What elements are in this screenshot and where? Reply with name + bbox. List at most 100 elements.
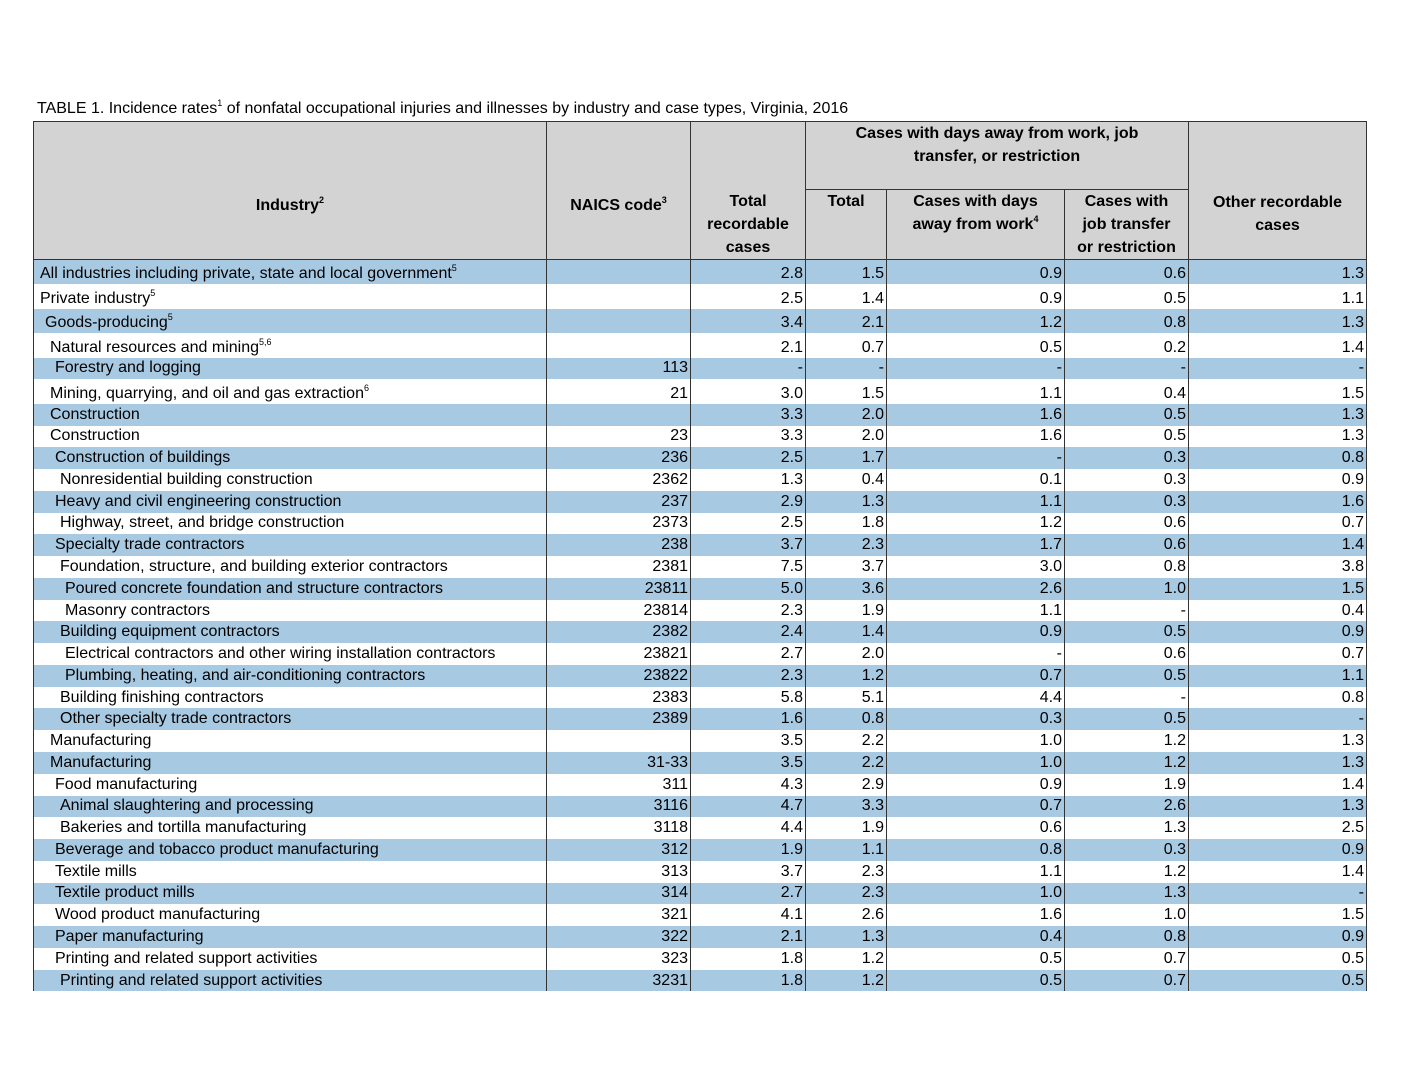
industry-name: Nonresidential building construction xyxy=(60,470,313,488)
rate-cell: 0.6 xyxy=(1064,259,1189,284)
rate-cell: 3.3 xyxy=(690,403,806,426)
footnote-mark: 5 xyxy=(167,312,173,322)
rate-cell: 3.7 xyxy=(690,534,806,557)
rate-cell: - xyxy=(1064,357,1189,380)
rate-cell: 1.9 xyxy=(805,817,887,840)
rate-cell: 0.4 xyxy=(805,469,887,491)
rate-cell: 2.1 xyxy=(690,333,806,358)
footnote-mark: 4 xyxy=(1033,214,1039,224)
rate-cell: 2.2 xyxy=(805,752,887,774)
rate-cell: 0.2 xyxy=(1064,333,1189,358)
naics-cell: 21 xyxy=(546,379,691,404)
rate-cell: 2.7 xyxy=(690,882,806,905)
naics-cell: 2381 xyxy=(546,556,691,578)
naics-cell: 3116 xyxy=(546,795,691,818)
rate-cell: 1.3 xyxy=(805,926,887,948)
rate-cell: - xyxy=(690,357,806,380)
rate-cell: 4.4 xyxy=(690,817,806,840)
naics-cell: 23 xyxy=(546,425,691,448)
rate-cell: 1.6 xyxy=(886,904,1065,927)
rate-cell: 1.2 xyxy=(805,947,887,970)
naics-cell: 314 xyxy=(546,882,691,905)
rate-cell: 1.0 xyxy=(1064,577,1189,600)
industry-name: Animal slaughtering and processing xyxy=(60,797,314,815)
rate-cell: 1.2 xyxy=(1064,860,1189,883)
rate-cell: 1.1 xyxy=(886,599,1065,622)
rate-cell: 0.7 xyxy=(805,333,887,358)
industry-cell: Specialty trade contractors xyxy=(33,534,547,557)
industry-cell: Animal slaughtering and processing xyxy=(33,795,547,818)
rate-cell: - xyxy=(886,643,1065,665)
rate-cell: 0.1 xyxy=(886,469,1065,491)
rate-cell: 0.7 xyxy=(886,664,1065,687)
rate-cell: 0.8 xyxy=(1064,926,1189,948)
table-row: Forestry and logging 113- - - - - xyxy=(33,357,1367,380)
industry-cell: Printing and related support activities xyxy=(33,947,547,970)
rate-cell: 2.6 xyxy=(1064,795,1189,818)
data-table: Industry2 NAICS code3 Total recordable c… xyxy=(33,121,1367,992)
industry-name: Printing and related support activities xyxy=(55,949,318,967)
rate-cell: 1.1 xyxy=(1188,284,1367,309)
table-row: Electrical contractors and other wiring … xyxy=(33,643,1367,665)
rate-cell: 1.2 xyxy=(805,969,887,992)
table-row: Specialty trade contractors 238 3.7 2.3 1.7 0… xyxy=(33,534,1367,557)
rate-cell: 0.5 xyxy=(886,333,1065,358)
table-row: Masonry contractors 23814 2.3 1.9 1.1-0.4 xyxy=(33,599,1367,622)
rate-cell: 1.5 xyxy=(1188,577,1367,600)
rate-cell: 1.2 xyxy=(886,308,1065,333)
naics-cell xyxy=(546,333,691,358)
industry-cell: Bakeries and tortilla manufacturing xyxy=(33,817,547,840)
table-row: Textile mills 313 3.7 2.3 1.1 1.2 1.4 xyxy=(33,860,1367,883)
rate-cell: 1.4 xyxy=(805,284,887,309)
rate-cell: 0.4 xyxy=(886,926,1065,948)
industry-cell: Foundation, structure, and building exte… xyxy=(33,556,547,578)
rate-cell: 0.7 xyxy=(886,795,1065,818)
industry-cell: Other specialty trade contractors xyxy=(33,708,547,731)
industry-cell: Manufacturing xyxy=(33,730,547,753)
table-row: Construction of buildings 236 2.5 1.7-0.3 0.… xyxy=(33,447,1367,470)
industry-cell: Natural resources and mining5,6 xyxy=(33,333,547,358)
footnote-mark: 3 xyxy=(661,195,667,205)
table-row: Animal slaughtering and processing 3116 4.… xyxy=(33,795,1367,818)
rate-cell: 2.6 xyxy=(805,904,887,927)
rate-cell: 0.7 xyxy=(1064,947,1189,970)
rate-cell: 3.0 xyxy=(690,379,806,404)
rate-cell: 0.5 xyxy=(886,969,1065,992)
rate-cell: 0.5 xyxy=(1064,708,1189,731)
naics-cell xyxy=(546,403,691,426)
industry-name: Construction xyxy=(50,427,140,445)
rate-cell: 1.5 xyxy=(805,379,887,404)
industry-name: Printing and related support activities xyxy=(60,971,323,989)
rate-cell: 4.3 xyxy=(690,773,806,796)
rate-cell: 1.4 xyxy=(1188,534,1367,557)
rate-cell: 1.6 xyxy=(1188,490,1367,513)
rate-cell: 0.4 xyxy=(1064,379,1189,404)
table-row: Printing and related support activities 3… xyxy=(33,969,1367,992)
rate-cell: - xyxy=(805,357,887,380)
rate-cell: 1.7 xyxy=(805,447,887,470)
industry-name: Manufacturing xyxy=(50,732,152,750)
rate-cell: 0.9 xyxy=(1188,839,1367,861)
rate-cell: - xyxy=(886,447,1065,470)
rate-cell: 1.3 xyxy=(1188,730,1367,753)
header-text: Industry xyxy=(255,197,320,214)
rate-cell: 1.3 xyxy=(1064,817,1189,840)
rate-cell: 0.5 xyxy=(1064,403,1189,426)
rate-cell: 2.3 xyxy=(690,599,806,622)
rate-cell: 0.9 xyxy=(886,259,1065,284)
rate-cell: 0.5 xyxy=(1188,947,1367,970)
rate-cell: 1.3 xyxy=(1188,403,1367,426)
naics-cell: 23822 xyxy=(546,664,691,687)
industry-cell: Food manufacturing xyxy=(33,773,547,796)
table-row: Construction 3.3 2.0 1.6 0.5 1.3 xyxy=(33,403,1367,426)
rate-cell: - xyxy=(1188,882,1367,905)
rate-cell: 4.7 xyxy=(690,795,806,818)
industry-name: Manufacturing xyxy=(50,753,152,771)
industry-cell: Construction of buildings xyxy=(33,447,547,470)
table-row: Wood product manufacturing 321 4.1 2.6 1.6 1.… xyxy=(33,904,1367,927)
rate-cell: 1.1 xyxy=(886,860,1065,883)
industry-name: All industries including private, state … xyxy=(40,265,452,282)
rate-cell: 1.3 xyxy=(690,469,806,491)
table-row: Plumbing, heating, and air-conditioning … xyxy=(33,664,1367,687)
rate-cell: 2.6 xyxy=(886,577,1065,600)
